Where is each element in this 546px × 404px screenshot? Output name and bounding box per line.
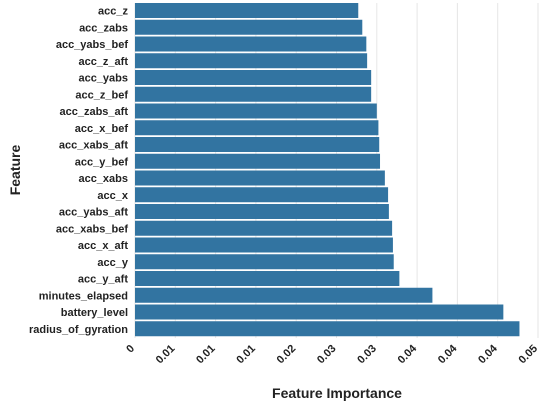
x-tick-label-3: 0.01 (234, 343, 258, 367)
y-tick-label-acc_yabs_bef: acc_yabs_bef (56, 39, 128, 51)
y-tick-label-battery_level: battery_level (61, 307, 128, 319)
bar-acc_x_aft (135, 237, 393, 253)
bar-acc_yabs_aft (135, 204, 389, 219)
bar-acc_x_bef (135, 120, 379, 136)
x-axis-title: Feature Importance (272, 385, 402, 401)
bar-acc_zabs_aft (135, 103, 377, 119)
bar-radius_of_gyration (135, 321, 520, 337)
bar-acc_yabs (135, 70, 372, 85)
y-tick-label-acc_yabs: acc_yabs (78, 73, 128, 85)
x-tick-label-2: 0.01 (194, 343, 218, 367)
y-tick-label-acc_yabs_aft: acc_yabs_aft (59, 207, 128, 219)
x-tick-label-7: 0.04 (396, 342, 420, 366)
y-axis-title: Feature (7, 145, 23, 196)
x-tick-label-9: 0.04 (476, 342, 500, 366)
y-tick-label-acc_y_bef: acc_y_bef (75, 156, 129, 168)
y-tick-label-acc_xabs_bef: acc_xabs_bef (56, 223, 128, 235)
y-tick-label-acc_z_bef: acc_z_bef (75, 89, 128, 101)
y-tick-label-acc_x_bef: acc_x_bef (75, 123, 129, 135)
y-tick-label-radius_of_gyration: radius_of_gyration (29, 324, 128, 336)
bar-acc_yabs_bef (135, 36, 367, 52)
y-tick-label-acc_y: acc_y (97, 257, 128, 269)
bar-acc_xabs_bef (135, 220, 393, 236)
y-tick-label-acc_zabs_aft: acc_zabs_aft (60, 106, 129, 118)
bars (135, 3, 520, 337)
bar-acc_z (135, 3, 359, 18)
bar-acc_xabs (135, 170, 385, 186)
bar-battery_level (135, 304, 504, 320)
x-tick-label-4: 0.02 (275, 343, 299, 367)
bar-acc_x (135, 187, 389, 203)
y-tick-label-minutes_elapsed: minutes_elapsed (39, 290, 128, 302)
bar-acc_xabs_aft (135, 137, 380, 152)
bar-acc_z_aft (135, 53, 368, 69)
x-tick-label-5: 0.03 (315, 343, 339, 367)
bar-acc_y_aft (135, 271, 400, 286)
y-tick-label-acc_x: acc_x (97, 190, 128, 202)
y-tick-label-acc_x_aft: acc_x_aft (78, 240, 128, 252)
x-tick-labels: 0 0.01 0.01 0.01 0.02 0.03 0.03 0.04 0.04 0.04 0.0… (124, 342, 540, 366)
y-tick-label-acc_xabs_aft: acc_xabs_aft (59, 140, 128, 152)
bar-acc_z_bef (135, 86, 372, 102)
y-tick-label-acc_y_aft: acc_y_aft (78, 274, 128, 286)
x-tick-label-0: 0 (124, 343, 137, 356)
x-tick-label-8: 0.04 (436, 342, 460, 366)
y-tick-labels: acc_zacc_zabsacc_yabs_befacc_z_aftacc_ya… (29, 6, 129, 336)
y-tick-label-acc_z_aft: acc_z_aft (78, 56, 128, 68)
x-tick-label-10: 0.05 (516, 343, 540, 367)
y-tick-label-acc_xabs: acc_xabs (78, 173, 128, 185)
x-tick-label-1: 0.01 (154, 343, 178, 367)
y-tick-label-acc_zabs: acc_zabs (79, 22, 128, 34)
bar-acc_y_bef (135, 153, 381, 169)
bar-acc_y (135, 254, 394, 270)
bar-minutes_elapsed (135, 287, 433, 303)
x-tick-label-6: 0.03 (355, 343, 379, 367)
y-tick-label-acc_z: acc_z (98, 6, 128, 18)
bar-acc_zabs (135, 19, 363, 35)
